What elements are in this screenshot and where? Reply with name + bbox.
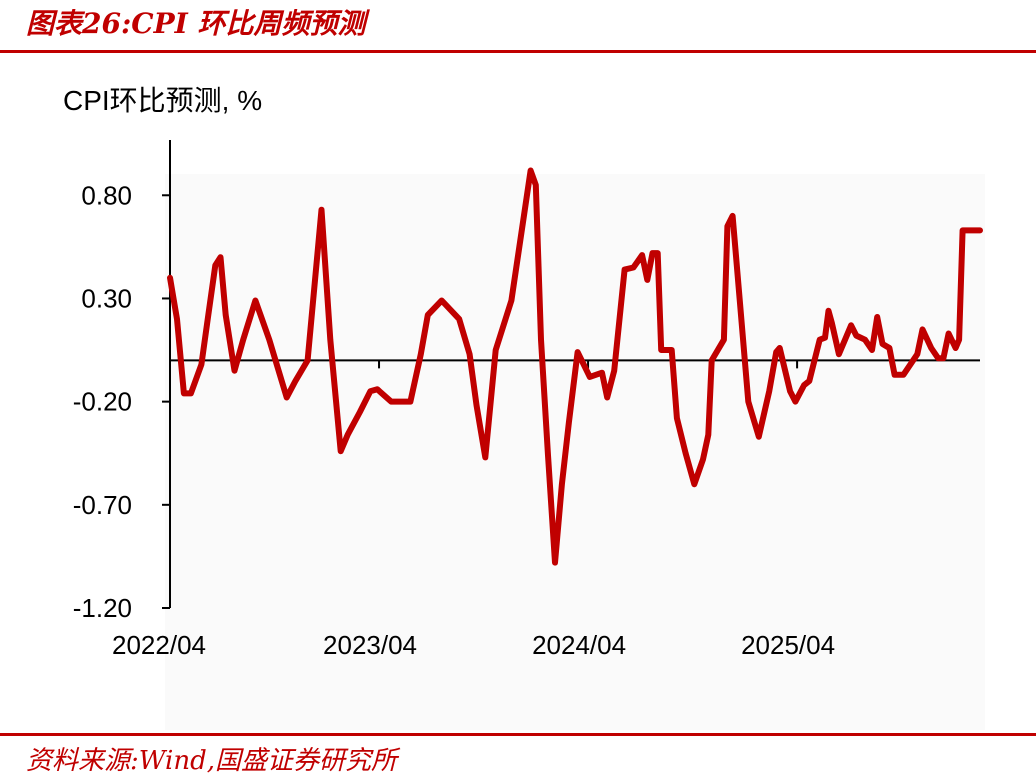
x-tick-label: 2022/04 (112, 630, 206, 660)
x-tick-label: 2023/04 (323, 630, 417, 660)
cpi-line-chart: CPI环比预测, % 0.80 0.30 -0.20 -0.70 -1.20 2022/… (63, 85, 985, 730)
chart-title: CPI环比预测, % (63, 85, 262, 116)
y-tick-label: 0.30 (81, 283, 132, 313)
plot-background (165, 174, 985, 730)
y-tick-label: 0.80 (81, 180, 132, 210)
x-tick-label: 2025/04 (741, 630, 835, 660)
source-note: 资料来源:Wind,国盛证券研究所 (26, 746, 397, 776)
title-divider (0, 50, 1036, 53)
y-tick-label: -0.70 (73, 490, 132, 520)
x-tick-label: 2024/04 (532, 630, 626, 660)
footer-divider (0, 733, 1036, 736)
x-tick-group: 2022/04 2023/04 2024/04 2025/04 (112, 360, 835, 660)
chart-area: CPI环比预测, % 0.80 0.30 -0.20 -0.70 -1.20 2022/… (0, 54, 1036, 730)
y-tick-label: -1.20 (73, 593, 132, 623)
y-tick-label: -0.20 (73, 387, 132, 417)
y-tick-group: 0.80 0.30 -0.20 -0.70 -1.20 (73, 180, 170, 623)
series-group (167, 167, 983, 566)
figure-title: 图表26:CPI 环比周频预测 (26, 7, 366, 40)
series-line (167, 167, 983, 566)
